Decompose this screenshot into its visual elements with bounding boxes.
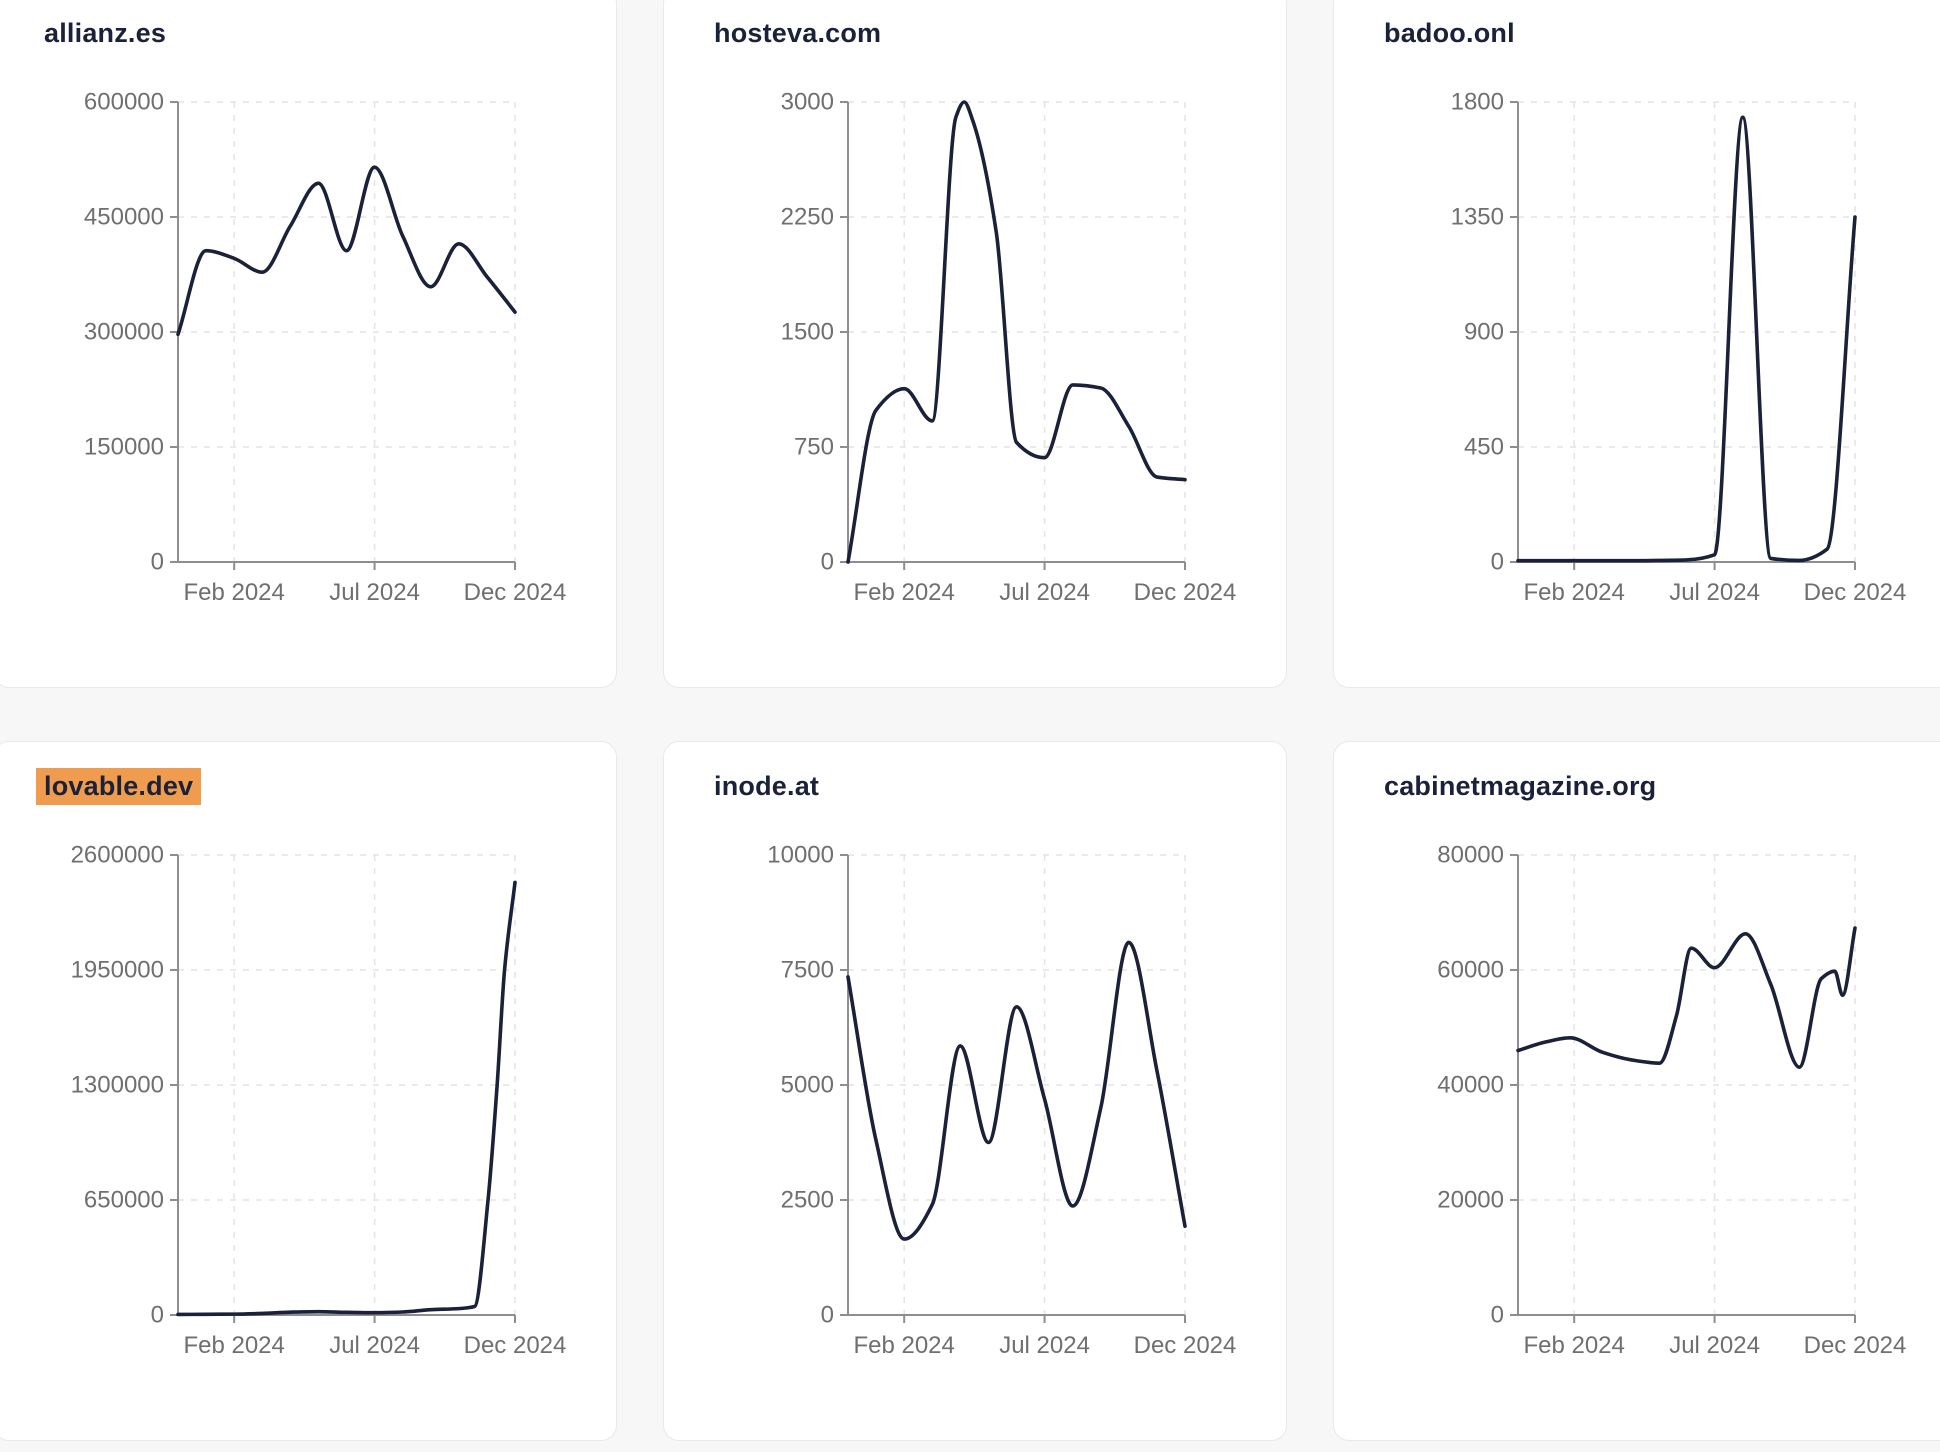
x-tick-label: Dec 2024 — [1134, 1332, 1237, 1359]
y-tick-label: 600000 — [84, 89, 164, 116]
chart-title: allianz.es — [44, 15, 616, 51]
x-tick-label: Dec 2024 — [464, 579, 567, 606]
x-tick-label: Feb 2024 — [853, 1332, 954, 1359]
y-tick-label: 0 — [1491, 1302, 1504, 1329]
domain-label: lovable.dev — [36, 768, 202, 805]
x-tick-label: Feb 2024 — [183, 1332, 284, 1359]
y-tick-label: 750 — [794, 434, 834, 461]
x-tick-label: Jul 2024 — [329, 1332, 420, 1359]
x-tick-label: Jul 2024 — [329, 579, 420, 606]
x-tick-label: Jul 2024 — [999, 1332, 1090, 1359]
x-tick-label: Dec 2024 — [1134, 579, 1237, 606]
domain-label: badoo.onl — [1384, 18, 1515, 48]
y-tick-label: 2600000 — [71, 842, 164, 869]
chart-card-hosteva.com: hosteva.com 0 750 1500 2250 3000 Feb 2024 Jul … — [663, 0, 1287, 688]
series-line — [176, 880, 517, 1317]
y-tick-label: 10000 — [767, 842, 834, 869]
chart-card-cabinetmagazine.org: cabinetmagazine.org 0 20000 40000 60000 8000… — [1333, 741, 1940, 1441]
x-tick-label: Dec 2024 — [464, 1332, 567, 1359]
y-tick-label: 0 — [821, 549, 834, 576]
y-tick-label: 5000 — [781, 1072, 834, 1099]
x-tick-label: Jul 2024 — [999, 579, 1090, 606]
y-tick-label: 0 — [821, 1302, 834, 1329]
line-chart: 0 20000 40000 60000 80000 Feb 2024 Jul 2024 Dec… — [1437, 842, 1907, 1360]
line-chart: 0 150000 300000 450000 600000 Feb 2024 Jul 202… — [84, 89, 567, 607]
y-tick-label: 20000 — [1437, 1187, 1504, 1214]
series-line — [176, 165, 517, 337]
y-tick-label: 1950000 — [71, 957, 164, 984]
chart-card-inode.at: inode.at 0 2500 5000 7500 10000 Feb 2024 Jul 2… — [663, 741, 1287, 1441]
y-tick-label: 450000 — [84, 204, 164, 231]
line-chart: 0 450 900 1350 1800 Feb 2024 Jul 2024 Dec 2024 — [1451, 89, 1907, 607]
chart-title: cabinetmagazine.org — [1384, 768, 1940, 804]
series-line — [846, 100, 1187, 564]
x-tick-label: Dec 2024 — [1804, 1332, 1907, 1359]
series-line — [846, 940, 1187, 1241]
chart-title: badoo.onl — [1384, 15, 1940, 51]
line-chart: 0 2500 5000 7500 10000 Feb 2024 Jul 2024 Dec 20… — [767, 842, 1237, 1360]
y-tick-label: 60000 — [1437, 957, 1504, 984]
y-tick-label: 650000 — [84, 1187, 164, 1214]
y-tick-label: 1300000 — [71, 1072, 164, 1099]
line-chart: 0 750 1500 2250 3000 Feb 2024 Jul 2024 Dec 2024 — [781, 89, 1237, 607]
y-tick-label: 2250 — [781, 204, 834, 231]
y-tick-label: 2500 — [781, 1187, 834, 1214]
x-tick-label: Jul 2024 — [1669, 1332, 1760, 1359]
y-tick-label: 150000 — [84, 434, 164, 461]
chart-card-badoo.onl: badoo.onl 0 450 900 1350 1800 Feb 2024 Jul 202… — [1333, 0, 1940, 688]
y-tick-label: 450 — [1464, 434, 1504, 461]
domain-label: cabinetmagazine.org — [1384, 771, 1657, 801]
x-tick-label: Jul 2024 — [1669, 579, 1760, 606]
x-tick-label: Dec 2024 — [1804, 579, 1907, 606]
y-tick-label: 1500 — [781, 319, 834, 346]
x-tick-label: Feb 2024 — [1523, 579, 1624, 606]
chart-title: inode.at — [714, 768, 1286, 804]
domain-label: hosteva.com — [714, 18, 882, 48]
y-tick-label: 0 — [151, 549, 164, 576]
y-tick-label: 3000 — [781, 89, 834, 116]
y-tick-label: 1350 — [1451, 204, 1504, 231]
chart-card-allianz.es: allianz.es 0 150000 300000 450000 600000 Feb … — [0, 0, 617, 688]
chart-title: lovable.dev — [36, 768, 616, 805]
series-line — [1516, 115, 1857, 563]
x-tick-label: Feb 2024 — [183, 579, 284, 606]
y-tick-label: 0 — [151, 1302, 164, 1329]
line-chart: 0 650000 1300000 1950000 2600000 Feb 2024 Jul … — [71, 842, 567, 1360]
y-tick-label: 300000 — [84, 319, 164, 346]
y-tick-label: 900 — [1464, 319, 1504, 346]
domain-label: inode.at — [714, 771, 820, 801]
domain-label: allianz.es — [44, 18, 167, 48]
y-tick-label: 80000 — [1437, 842, 1504, 869]
y-tick-label: 0 — [1491, 549, 1504, 576]
x-tick-label: Feb 2024 — [1523, 1332, 1624, 1359]
y-tick-label: 40000 — [1437, 1072, 1504, 1099]
y-tick-label: 7500 — [781, 957, 834, 984]
y-tick-label: 1800 — [1451, 89, 1504, 116]
chart-card-lovable.dev: lovable.dev 0 650000 1300000 1950000 2600000… — [0, 741, 617, 1441]
chart-title: hosteva.com — [714, 15, 1286, 51]
x-tick-label: Feb 2024 — [853, 579, 954, 606]
series-line — [1516, 926, 1857, 1069]
